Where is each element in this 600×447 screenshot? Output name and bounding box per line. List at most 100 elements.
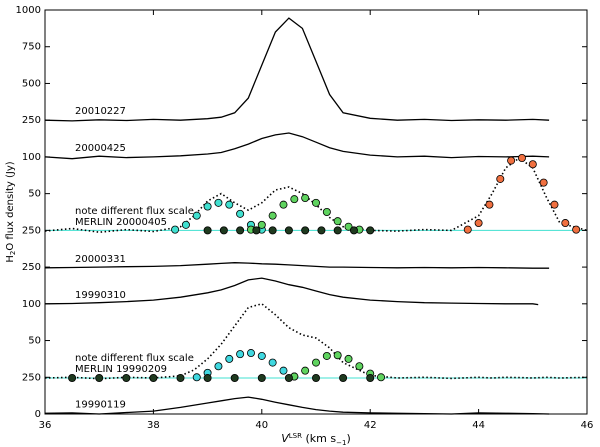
component-marker: [485, 200, 494, 209]
x-axis-label-part: LSR: [289, 432, 302, 440]
component-marker: [496, 174, 505, 183]
component-marker: [268, 358, 277, 367]
y-tick-label: 50: [28, 189, 41, 200]
component-marker: [257, 220, 266, 229]
plot-frame: [44, 9, 588, 415]
spectrum-line: [44, 157, 588, 234]
y-axis-label-part: H: [5, 255, 16, 263]
component-marker: [225, 354, 234, 363]
y-tick-label: 0: [35, 409, 41, 420]
component-marker: [203, 202, 212, 211]
component-marker: [214, 198, 223, 207]
x-tick-label: 44: [472, 420, 485, 431]
component-marker: [339, 374, 348, 383]
component-marker: [550, 200, 559, 209]
x-tick-label: 38: [147, 420, 160, 431]
annotation: note different flux scale: [75, 206, 194, 217]
component-marker: [257, 351, 266, 360]
component-marker: [301, 366, 310, 375]
component-marker: [252, 226, 261, 235]
x-tick-label: 40: [255, 420, 268, 431]
y-tick-label: 250: [22, 225, 41, 236]
component-marker: [301, 226, 310, 235]
spectrum-label: MERLIN 20000405: [75, 217, 167, 228]
x-axis-label-part: −1: [336, 439, 346, 447]
y-tick-label: 1000: [16, 5, 41, 16]
component-marker: [572, 225, 581, 234]
x-axis-label-part: ): [346, 432, 350, 445]
x-axis-label-part: (km s: [302, 432, 336, 445]
spectrum-label: 19990310: [75, 290, 126, 301]
x-tick-label: 46: [581, 420, 594, 431]
component-marker: [236, 209, 245, 218]
component-marker: [95, 374, 104, 383]
component-marker: [181, 220, 190, 229]
spectrum-line: [44, 17, 550, 122]
spectrum-label: 20000331: [75, 254, 126, 265]
y-tick-label: 50: [28, 336, 41, 347]
component-marker: [333, 217, 342, 226]
component-marker: [284, 374, 293, 383]
y-axis-label-part: 2: [9, 251, 17, 255]
component-marker: [301, 194, 310, 203]
component-marker: [311, 358, 320, 367]
y-tick-label: 100: [22, 299, 41, 310]
component-marker: [149, 374, 158, 383]
component-marker: [344, 222, 353, 231]
component-marker: [203, 374, 212, 383]
component-marker: [322, 351, 331, 360]
component-marker: [176, 374, 185, 383]
spectrum-line: [44, 132, 550, 160]
component-marker: [463, 225, 472, 234]
component-marker: [246, 349, 255, 358]
component-marker: [290, 195, 299, 204]
component-marker: [344, 354, 353, 363]
y-tick-label: 250: [22, 262, 41, 273]
component-marker: [257, 374, 266, 383]
component-marker: [236, 350, 245, 359]
y-tick-label: 500: [22, 78, 41, 89]
spectrum-label: 20000425: [75, 143, 126, 154]
x-axis-label: VLSR (km s−1): [281, 432, 350, 447]
component-marker: [377, 373, 386, 382]
component-marker: [561, 219, 570, 228]
x-axis-label-part: V: [281, 432, 290, 445]
component-marker: [322, 207, 331, 216]
spectrum-label: MERLIN 19990209: [75, 364, 167, 375]
component-marker: [171, 225, 180, 234]
component-marker: [528, 160, 537, 169]
component-marker: [355, 362, 364, 371]
y-tick-label: 750: [22, 42, 41, 53]
component-marker: [366, 226, 375, 235]
y-axis-label-part: O flux density (Jy): [5, 161, 16, 250]
component-marker: [219, 226, 228, 235]
component-marker: [236, 226, 245, 235]
component-marker: [279, 366, 288, 375]
component-marker: [230, 374, 239, 383]
component-marker: [517, 154, 526, 163]
component-marker: [311, 198, 320, 207]
spectrum-line: [44, 262, 550, 269]
annotation: note different flux scale: [75, 353, 194, 364]
y-axis-label: H2O flux density (Jy): [5, 161, 17, 262]
component-marker: [474, 219, 483, 228]
component-marker: [539, 178, 548, 187]
component-marker: [268, 211, 277, 220]
x-tick-label: 42: [364, 420, 377, 431]
spectrum-line: [44, 277, 539, 306]
component-marker: [214, 362, 223, 371]
component-marker: [284, 226, 293, 235]
component-marker: [225, 200, 234, 209]
component-marker: [333, 351, 342, 360]
component-marker: [203, 226, 212, 235]
y-tick-label: 100: [22, 152, 41, 163]
component-marker: [279, 200, 288, 209]
y-tick-label: 250: [22, 372, 41, 383]
component-marker: [366, 374, 375, 383]
component-marker: [192, 211, 201, 220]
component-marker: [68, 374, 77, 383]
spectrum-label: 20010227: [75, 106, 126, 117]
component-marker: [349, 226, 358, 235]
